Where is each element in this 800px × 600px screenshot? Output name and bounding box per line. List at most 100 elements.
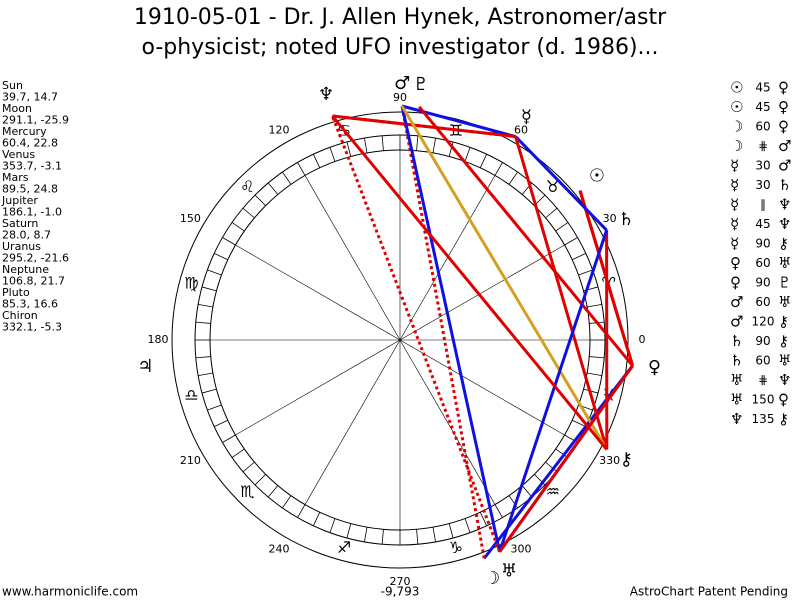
aspect-b: ♀ xyxy=(778,391,789,409)
planet-glyph: ♃ xyxy=(137,356,153,377)
ring-tick xyxy=(198,372,213,376)
aspect-line xyxy=(330,115,502,553)
ring-tick xyxy=(282,171,292,185)
spoke xyxy=(399,244,565,341)
spoke xyxy=(399,339,565,436)
planet-glyph: ♇ xyxy=(413,74,429,95)
ring-tick xyxy=(346,523,352,539)
aspect-a: ☿ xyxy=(730,157,739,175)
aspect-b: ⚷ xyxy=(778,410,789,428)
aspect-line xyxy=(418,105,634,367)
planet-coords: 28.0, 8.7 xyxy=(2,229,51,242)
ring-tick xyxy=(329,147,336,162)
ring-tick xyxy=(589,356,605,359)
ring-tick xyxy=(297,504,306,518)
planet-glyph: ☉ xyxy=(589,165,605,186)
ring-tick xyxy=(231,222,245,232)
title-line: o-physicist; noted UFO investigator (d. … xyxy=(141,35,658,60)
ring-tick xyxy=(297,162,306,176)
spoke xyxy=(235,244,401,341)
ring-tick xyxy=(587,304,602,308)
aspect-a: ☿ xyxy=(730,215,739,233)
aspect-angle: 90 xyxy=(755,237,770,251)
footer-center: -9,793 xyxy=(381,585,420,599)
planet-name: Mars xyxy=(2,171,29,184)
aspect-b: ♀ xyxy=(778,79,789,97)
planet-name: Jupiter xyxy=(1,194,38,207)
aspect-a: ♅ xyxy=(730,391,743,409)
ring-tick xyxy=(432,527,436,542)
aspect-a: ♂ xyxy=(730,313,743,331)
aspect-b: ♀ xyxy=(778,118,789,136)
ring-tick xyxy=(195,356,211,359)
ring-tick xyxy=(578,269,593,276)
aspect-angle: 60 xyxy=(755,295,770,309)
aspect-a: ☽ xyxy=(730,118,743,136)
degree-label: 150 xyxy=(180,212,201,225)
aspect-angle: ⋕ xyxy=(758,373,768,387)
ring-tick xyxy=(555,448,569,458)
aspect-angle: 30 xyxy=(755,178,770,192)
aspect-line xyxy=(400,105,486,559)
planet-name: Saturn xyxy=(2,217,38,230)
aspect-a: ☿ xyxy=(730,235,739,253)
aspect-angle: 150 xyxy=(752,393,775,407)
ring-tick xyxy=(364,138,368,153)
ring-tick xyxy=(448,141,454,157)
aspect-b: ♀ xyxy=(778,98,789,116)
ring-tick xyxy=(545,207,558,219)
planet-glyph: ♆ xyxy=(318,84,334,105)
aspect-angle: 45 xyxy=(755,100,770,114)
ring-tick xyxy=(494,504,503,518)
aspect-a: ♆ xyxy=(730,410,743,428)
aspect-angle: 45 xyxy=(755,217,770,231)
footer-right: AstroChart Patent Pending xyxy=(630,585,788,599)
degree-label: 60 xyxy=(514,123,528,136)
ring-tick xyxy=(572,419,586,427)
sign-glyph: ♒ xyxy=(546,482,560,501)
aspect-line xyxy=(514,136,609,450)
ring-tick xyxy=(242,207,255,219)
planet-name: Mercury xyxy=(2,125,47,138)
sign-glyph: ♉ xyxy=(546,177,560,196)
degree-label: 90 xyxy=(393,91,407,104)
ring-tick xyxy=(282,495,292,509)
planet-name: Neptune xyxy=(2,263,49,276)
ring-tick xyxy=(381,135,384,151)
aspect-angle: ∥ xyxy=(760,198,766,212)
planet-coords: 85.3, 16.6 xyxy=(2,298,58,311)
planet-glyph: ♅ xyxy=(501,561,517,582)
aspect-a: ☉ xyxy=(730,79,743,97)
ring-tick xyxy=(555,222,569,232)
aspect-b: ♇ xyxy=(778,274,791,292)
ring-tick xyxy=(564,237,578,246)
aspect-line xyxy=(331,115,608,451)
ring-tick xyxy=(313,512,321,526)
ring-tick xyxy=(494,162,503,176)
aspect-angle: 45 xyxy=(755,81,770,95)
ring-tick xyxy=(508,171,518,185)
aspect-a: ☉ xyxy=(730,98,743,116)
aspect-a: ♂ xyxy=(730,293,743,311)
aspect-a: ☿ xyxy=(730,176,739,194)
planet-glyph: ☽ xyxy=(484,568,500,589)
planet-name: Uranus xyxy=(2,240,41,253)
spoke xyxy=(304,175,401,341)
aspect-angle: 90 xyxy=(755,276,770,290)
degree-label: 120 xyxy=(269,123,290,136)
ring-tick xyxy=(364,527,368,542)
aspect-a: ☽ xyxy=(730,137,743,155)
footer-left: www.harmoniclife.com xyxy=(2,585,138,599)
planet-glyph: ⚷ xyxy=(620,449,633,470)
aspect-b: ⚷ xyxy=(778,332,789,350)
ring-tick xyxy=(464,518,471,533)
ring-tick xyxy=(201,286,217,292)
ring-tick xyxy=(479,154,487,168)
aspect-line xyxy=(498,364,634,553)
planet-coords: 332.1, -5.3 xyxy=(2,321,62,334)
ring-tick xyxy=(416,529,419,545)
aspect-b: ⚷ xyxy=(778,235,789,253)
aspect-b: ♅ xyxy=(778,352,791,370)
aspect-a: ♀ xyxy=(730,274,741,292)
